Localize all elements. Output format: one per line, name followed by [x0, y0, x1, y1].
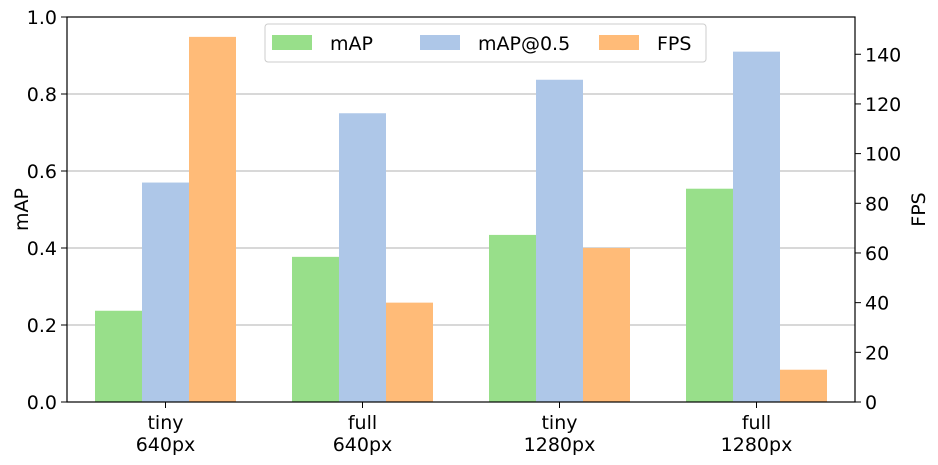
left-axis-label: mAP: [11, 188, 33, 231]
right-y-axis: 0 20 40 60 80 100 120 140: [855, 44, 901, 414]
right-tick-label: 80: [865, 193, 889, 215]
x-tick-label: full 1280px: [721, 412, 793, 456]
legend-swatch: [420, 35, 460, 50]
x-tick-label: tiny 640px: [136, 412, 196, 456]
bar-fps-1: [386, 302, 433, 402]
bar-map-0-5-0: [142, 182, 189, 402]
bar-map-0: [95, 310, 142, 402]
x-tick-label: tiny 1280px: [524, 412, 596, 456]
legend-label: mAP: [330, 33, 373, 55]
left-tick-label: 0.4: [27, 238, 57, 260]
bar-fps-3: [780, 369, 827, 402]
left-y-axis: 0.0 0.2 0.4 0.6 0.8 1.0: [27, 7, 67, 414]
bar-fps-2: [583, 248, 630, 402]
legend: mAP mAP@0.5 FPS: [264, 23, 707, 63]
x-tick-label: full 640px: [333, 412, 393, 456]
left-tick-label: 0.8: [27, 84, 57, 106]
legend-swatch: [272, 35, 312, 50]
bar-map-3: [686, 188, 733, 402]
right-tick-label: 60: [865, 243, 889, 265]
left-tick-label: 0.6: [27, 161, 57, 183]
legend-box: [264, 23, 707, 63]
bar-map-0-5-1: [339, 113, 386, 402]
right-tick-label: 0: [865, 392, 877, 414]
right-axis-label: FPS: [908, 192, 930, 226]
bar-map-0-5-2: [536, 79, 583, 402]
legend-label: FPS: [657, 33, 691, 55]
left-tick-label: 0.0: [27, 392, 57, 414]
bar-map-2: [489, 234, 536, 402]
bar-map-1: [292, 256, 339, 402]
left-tick-label: 0.2: [27, 315, 57, 337]
right-tick-label: 40: [865, 293, 889, 315]
x-axis: tiny 640px full 640px tiny 1280px full 1280px: [136, 402, 793, 456]
plot-frame: [66, 16, 856, 403]
bar-map-0-5-3: [733, 51, 780, 403]
bar-fps-0: [189, 36, 236, 402]
legend-label: mAP@0.5: [478, 33, 570, 55]
left-tick-label: 1.0: [27, 7, 57, 29]
right-tick-label: 100: [865, 144, 901, 166]
legend-swatch: [599, 35, 639, 50]
right-tick-label: 120: [865, 94, 901, 116]
bars: [95, 36, 827, 403]
right-tick-label: 20: [865, 342, 889, 364]
right-tick-label: 140: [865, 44, 901, 66]
